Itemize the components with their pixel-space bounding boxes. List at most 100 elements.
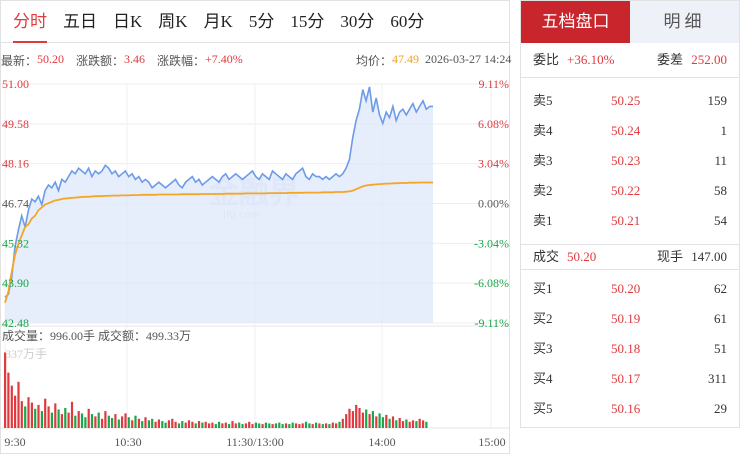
buy-price: 50.19 [611,311,641,326]
avg-label: 均价： [356,54,393,68]
buy-row: 买4 50.17 311 [521,364,739,394]
volume-bar [288,424,291,428]
tab-30min[interactable]: 30分 [340,11,375,31]
tab-60min[interactable]: 60分 [390,11,425,31]
volume-bar [291,422,294,428]
order-book-panel: 五档盘口 明细 委比 +36.10% 委差 252.00 卖5 50.25 1 5… [520,0,740,428]
y-axis-left-label: 42.48 [2,316,29,330]
volume-bar [60,414,63,428]
volume-bar [368,414,371,428]
sell-label: 卖2 [533,183,553,198]
sell-row: 卖2 50.22 58 [521,176,739,206]
volume-bar [218,421,221,428]
volume-bar [54,403,57,428]
volume-bar [271,424,274,428]
volume-bar [124,413,127,428]
volume-bar [244,423,247,428]
volume-bar [167,420,170,428]
tab-daily-k[interactable]: 日K [113,11,143,31]
price-area [5,86,433,323]
volume-bar [422,420,425,428]
volume-bar [254,422,257,428]
volume-bar [268,423,271,428]
volume-bar [111,418,114,428]
sell-label: 卖4 [533,123,553,138]
tab-five-level[interactable]: 五档盘口 [521,1,630,43]
x-axis-label: 10:30 [114,435,141,449]
volume-bar [415,421,418,428]
volume-bar [191,421,194,428]
volume-bar [385,414,388,428]
divider [521,77,739,78]
volume-bar [10,385,13,428]
sell-volume: 54 [714,213,727,228]
volume-bar [90,414,94,428]
sell-volume: 1 [720,123,728,138]
buy-row: 买5 50.16 29 [521,394,739,424]
y-axis-right-label: -9.11% [474,316,509,330]
tab-five-day[interactable]: 五日 [63,11,97,31]
tab-weekly-k[interactable]: 周K [158,11,188,31]
buy-volume: 62 [714,281,727,296]
buy-label: 买3 [533,341,553,356]
tab-5min[interactable]: 5分 [248,11,275,31]
volume-bar [121,416,124,428]
tab-15min[interactable]: 15分 [290,11,325,31]
volume-bar [365,409,368,428]
x-axis-label: 15:00 [478,435,505,449]
sell-label: 卖5 [533,93,553,108]
volume-bar [77,411,80,428]
buy-volume: 29 [714,401,727,416]
volume-bar [381,417,384,428]
buy-price: 50.18 [611,341,641,356]
period-tabs: 分时 五日 日K 周K 月K 5分 15分 30分 60分 [1,1,509,43]
volume-bar [395,420,398,428]
volume-bar [201,422,204,428]
volume-bar [14,395,17,428]
buy-label: 买1 [533,281,553,296]
volume-bar [70,401,74,428]
intraday-chart: 金融界JRJ.com51.0049.5848.1646.7445.3243.90… [1,77,509,449]
volume-bar [204,421,207,428]
volume-bar [194,423,197,428]
weibi-row: 委比 +36.10% 委差 252.00 [521,43,739,77]
weicha-label: 委差 [657,52,684,67]
volume-bar [234,423,237,428]
tab-detail[interactable]: 明细 [630,1,739,43]
volume-bar [181,421,184,428]
volume-bar [197,421,201,428]
weibi-label: 委比 [533,52,560,67]
volume-bar [298,424,301,428]
buy-row: 买3 50.18 51 [521,334,739,364]
volume-bar [375,416,378,428]
volume-bar [221,423,224,428]
volume-bar [355,404,358,428]
volume-bar [405,419,408,428]
volume-bar [261,424,264,428]
volume-bar [177,423,181,428]
volume-bar [274,423,277,428]
x-axis-label: 14:00 [368,435,395,449]
divider [521,269,739,270]
avg-price-line [4,181,433,304]
change-value: 3.46 [124,52,145,66]
volume-bar [318,423,321,428]
volume-bar [24,406,27,428]
tab-monthly-k[interactable]: 月K [203,11,233,31]
volume-bar [248,421,251,428]
x-axis-label: 9:30 [4,435,25,449]
volume-bar [321,424,324,428]
sell-price: 50.25 [611,93,641,108]
y-axis-left-label: 48.16 [2,157,29,171]
volume-bar [284,423,288,428]
volume-bar [187,420,191,428]
volume-bar [301,423,304,428]
volume-bar [278,422,281,428]
tab-fenshi[interactable]: 分时 [5,1,55,43]
volume-bar [208,423,211,428]
avg-value: 47.49 [392,52,419,66]
chart-panel: 分时 五日 日K 周K 月K 5分 15分 30分 60分 最新： 50.20 … [0,0,511,454]
latest-label: 最新： [1,54,38,68]
sell-price: 50.24 [611,123,641,138]
y-axis-right-label: -6.08% [474,276,509,290]
